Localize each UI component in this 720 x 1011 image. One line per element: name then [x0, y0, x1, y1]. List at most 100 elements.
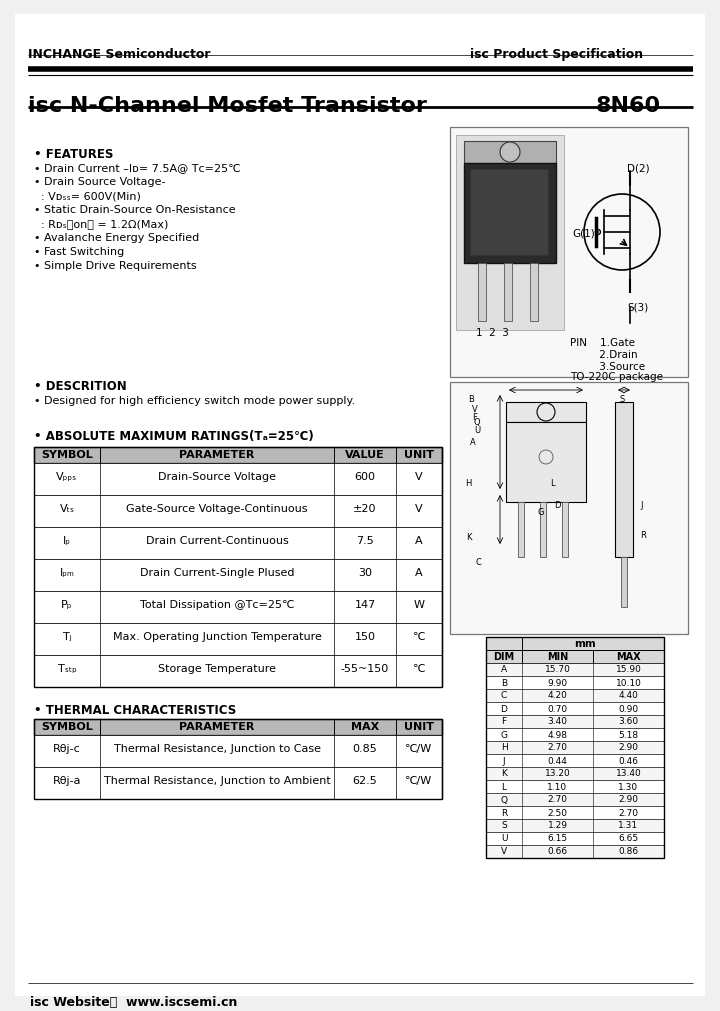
Text: Rθj-c: Rθj-c	[53, 743, 81, 753]
Bar	[34, 767, 442, 800]
Text: Drain Current-Continuous: Drain Current-Continuous	[145, 536, 289, 546]
Text: Q: Q	[474, 418, 481, 427]
Text: isc Website：  www.iscsemi.cn: isc Website： www.iscsemi.cn	[30, 995, 238, 1008]
Bar	[486, 754, 664, 767]
Text: ℃/W: ℃/W	[405, 743, 433, 753]
Bar	[34, 591, 442, 624]
Text: Vₚₚₛ: Vₚₚₛ	[56, 471, 78, 481]
Text: • Drain Current –Iᴅ= 7.5A@ Tᴄ=25℃: • Drain Current –Iᴅ= 7.5A@ Tᴄ=25℃	[34, 163, 240, 173]
Bar	[450, 382, 688, 634]
Text: 4.20: 4.20	[548, 691, 567, 700]
Text: 6.15: 6.15	[547, 834, 567, 842]
Bar	[486, 676, 664, 690]
Text: 0.66: 0.66	[547, 846, 567, 855]
Bar	[504, 264, 512, 321]
Text: S: S	[620, 394, 625, 403]
Bar	[486, 780, 664, 794]
Text: W: W	[413, 600, 425, 610]
Text: G: G	[538, 508, 544, 517]
Text: Gate-Source Voltage-Continuous: Gate-Source Voltage-Continuous	[126, 503, 307, 514]
Bar	[486, 637, 664, 858]
Bar	[486, 819, 664, 832]
Text: • ABSOLUTE MAXIMUM RATINGS(Tₐ=25℃): • ABSOLUTE MAXIMUM RATINGS(Tₐ=25℃)	[34, 430, 314, 443]
Text: MIN: MIN	[547, 651, 568, 661]
Bar	[34, 735, 442, 767]
Bar	[34, 719, 442, 800]
Text: • Fast Switching: • Fast Switching	[34, 247, 125, 257]
Text: ℃: ℃	[413, 663, 426, 673]
Text: 4.40: 4.40	[618, 691, 639, 700]
Text: Total Dissipation @Tᴄ=25℃: Total Dissipation @Tᴄ=25℃	[140, 600, 294, 610]
Text: R: R	[501, 808, 507, 817]
Text: • DESCRITION: • DESCRITION	[34, 379, 127, 392]
Text: 1.10: 1.10	[547, 782, 567, 791]
Text: 3.60: 3.60	[618, 717, 639, 726]
Text: Pₚ: Pₚ	[61, 600, 73, 610]
Text: D(2): D(2)	[627, 163, 649, 173]
Text: 10.10: 10.10	[616, 677, 642, 686]
Bar	[486, 703, 664, 716]
Bar	[486, 637, 664, 650]
Text: 2.90: 2.90	[618, 795, 639, 804]
Text: J: J	[640, 500, 642, 510]
Text: 150: 150	[354, 632, 376, 641]
Text: A: A	[501, 665, 507, 674]
Bar	[506, 423, 586, 502]
Text: V: V	[415, 471, 423, 481]
Text: • Designed for high efficiency switch mode power supply.: • Designed for high efficiency switch mo…	[34, 395, 355, 405]
Text: K: K	[501, 768, 507, 777]
Text: : Vᴅₛₛ= 600V(Min): : Vᴅₛₛ= 600V(Min)	[34, 191, 141, 201]
Text: isc N-Channel Mosfet Transistor: isc N-Channel Mosfet Transistor	[28, 96, 427, 116]
Bar	[34, 495, 442, 528]
Text: 62.5: 62.5	[353, 775, 377, 786]
Text: B: B	[468, 394, 474, 403]
Text: 0.70: 0.70	[547, 704, 567, 713]
Bar	[506, 402, 586, 423]
Text: 9.90: 9.90	[547, 677, 567, 686]
Text: 0.90: 0.90	[618, 704, 639, 713]
Text: PARAMETER: PARAMETER	[179, 450, 255, 460]
Bar	[34, 655, 442, 687]
Text: H: H	[465, 478, 472, 487]
Text: S: S	[501, 821, 507, 830]
Bar	[34, 719, 442, 735]
Bar	[486, 741, 664, 754]
Text: • THERMAL CHARACTERISTICS: • THERMAL CHARACTERISTICS	[34, 704, 236, 716]
Bar	[518, 502, 524, 557]
Bar	[34, 448, 442, 687]
Text: 2.Drain: 2.Drain	[570, 350, 638, 360]
Text: : Rᴅₛ（on） = 1.2Ω(Max): : Rᴅₛ（on） = 1.2Ω(Max)	[34, 218, 168, 228]
Bar	[621, 557, 627, 608]
Text: V: V	[472, 404, 478, 413]
Text: 2.70: 2.70	[618, 808, 639, 817]
Text: 3.Source: 3.Source	[570, 362, 645, 372]
Text: 1.31: 1.31	[618, 821, 639, 830]
Bar	[562, 502, 568, 557]
Text: Storage Temperature: Storage Temperature	[158, 663, 276, 673]
Text: 13.40: 13.40	[616, 768, 642, 777]
Text: Vₜₛ: Vₜₛ	[60, 503, 74, 514]
Text: Rθj-a: Rθj-a	[53, 775, 81, 786]
Text: TO-220C package: TO-220C package	[570, 372, 663, 381]
Bar	[486, 806, 664, 819]
Text: G(1): G(1)	[572, 227, 595, 238]
Bar	[486, 845, 664, 858]
Text: F: F	[501, 717, 507, 726]
Text: Iₚ: Iₚ	[63, 536, 71, 546]
Text: 600: 600	[354, 471, 376, 481]
Text: 6.65: 6.65	[618, 834, 639, 842]
Text: MAX: MAX	[351, 721, 379, 731]
Bar	[34, 528, 442, 559]
Text: 0.85: 0.85	[353, 743, 377, 753]
Text: V: V	[501, 846, 507, 855]
Bar	[450, 127, 688, 378]
Bar	[486, 663, 664, 676]
Text: Tⱼ: Tⱼ	[63, 632, 71, 641]
Bar	[486, 650, 664, 663]
Text: 15.70: 15.70	[544, 665, 570, 674]
Text: 2.70: 2.70	[547, 743, 567, 752]
Text: SYMBOL: SYMBOL	[41, 721, 93, 731]
Text: A: A	[415, 536, 423, 546]
Text: K: K	[466, 533, 472, 542]
Text: R: R	[640, 531, 646, 540]
